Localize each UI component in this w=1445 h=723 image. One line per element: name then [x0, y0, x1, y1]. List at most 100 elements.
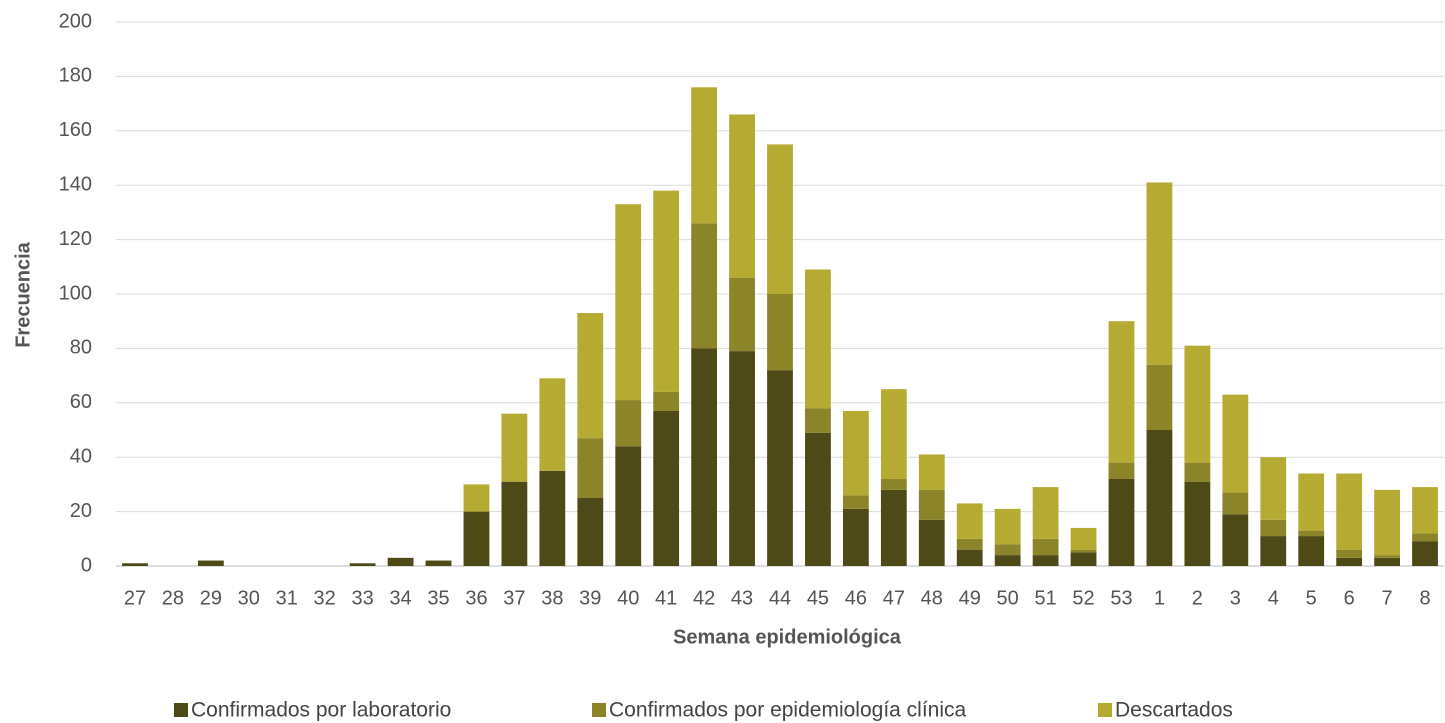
bar-segment — [577, 438, 604, 498]
bar-segment — [615, 204, 642, 401]
bar-segment — [805, 432, 831, 566]
x-tick-label: 35 — [427, 587, 449, 609]
bar-segment — [577, 498, 604, 566]
bar-segment — [463, 484, 490, 512]
bar-segment — [577, 313, 604, 439]
y-tick-label: 200 — [59, 10, 92, 32]
x-tick-label: 31 — [276, 587, 298, 609]
bar-segment — [918, 489, 945, 520]
x-tick-label: 52 — [1072, 587, 1094, 609]
y-tick-label: 20 — [70, 500, 92, 522]
bar-segment — [1412, 487, 1438, 534]
x-tick-label: 40 — [617, 587, 639, 609]
bar-segment — [767, 144, 793, 294]
bar-segment — [122, 563, 148, 566]
y-tick-label: 120 — [59, 228, 92, 250]
bar-segment — [1298, 536, 1325, 566]
bar-segment — [1374, 555, 1400, 558]
x-tick-label: 36 — [465, 587, 487, 609]
x-tick-label: 45 — [807, 587, 829, 609]
bar-segment — [387, 557, 414, 566]
x-tick-label: 42 — [693, 587, 715, 609]
bar-segment — [1336, 473, 1363, 550]
bar-segment — [1032, 538, 1059, 556]
bar-segment — [956, 549, 983, 566]
bar-segment — [994, 508, 1021, 545]
y-tick-label: 0 — [81, 554, 92, 576]
x-tick-label: 51 — [1034, 587, 1056, 609]
bar-segment — [1336, 557, 1363, 566]
x-tick-label: 30 — [238, 587, 260, 609]
bar-segment — [918, 454, 945, 490]
x-tick-label: 8 — [1419, 587, 1430, 609]
bar-segment — [691, 348, 718, 566]
bar-segment — [767, 370, 793, 566]
bar-segment — [994, 544, 1021, 556]
bar-segment — [539, 470, 566, 566]
legend-label: Descartados — [1115, 699, 1233, 722]
bar-segment — [1222, 492, 1249, 515]
x-tick-label: 39 — [579, 587, 601, 609]
x-tick-label: 38 — [541, 587, 563, 609]
y-tick-label: 140 — [59, 173, 92, 195]
bar-segment — [918, 519, 945, 566]
bar-segment — [767, 294, 793, 371]
y-tick-label: 40 — [70, 445, 92, 467]
bar-segment — [501, 413, 528, 482]
legend-swatch — [592, 703, 606, 717]
bar-segment — [1108, 478, 1135, 566]
bar-segment — [425, 560, 452, 566]
x-tick-label: 49 — [959, 587, 981, 609]
bar-segment — [1222, 514, 1249, 566]
bar-segment — [880, 478, 907, 490]
y-tick-label: 180 — [59, 65, 92, 87]
bar-segment — [1412, 533, 1438, 542]
bar-segment — [1184, 481, 1211, 566]
bar-segment — [729, 351, 755, 566]
bar-segment — [501, 481, 528, 566]
bar-segment — [842, 508, 869, 566]
bar-segment — [1032, 487, 1059, 539]
bar-segment — [653, 190, 680, 392]
bar-segment — [805, 408, 831, 433]
bar-segment — [956, 503, 983, 539]
x-tick-label: 53 — [1110, 587, 1132, 609]
bar-segment — [349, 563, 376, 566]
bar-segment — [1374, 557, 1400, 566]
bar-segment — [842, 495, 869, 509]
bar-segment — [1146, 182, 1173, 365]
y-tick-label: 160 — [59, 119, 92, 141]
y-tick-label: 100 — [59, 282, 92, 304]
bar-segment — [729, 114, 755, 278]
bar-segment — [615, 446, 642, 566]
x-tick-label: 47 — [883, 587, 905, 609]
x-tick-label: 43 — [731, 587, 753, 609]
bar-segment — [1260, 536, 1287, 566]
bar-segment — [1412, 541, 1438, 566]
x-tick-label: 6 — [1344, 587, 1355, 609]
bar-segment — [1070, 527, 1097, 550]
x-axis-title: Semana epidemiológica — [673, 626, 902, 648]
bar-segment — [1108, 321, 1135, 463]
bar-segment — [880, 389, 907, 479]
bar-segment — [1184, 345, 1211, 463]
bar-segment — [1146, 364, 1173, 430]
x-tick-label: 33 — [352, 587, 374, 609]
y-axis-title: Frecuencia — [12, 241, 34, 347]
bar-segment — [1108, 462, 1135, 479]
x-tick-label: 1 — [1154, 587, 1165, 609]
bar-segment — [691, 87, 718, 224]
bar-segment — [1298, 473, 1325, 531]
x-tick-label: 3 — [1230, 587, 1241, 609]
x-tick-label: 5 — [1306, 587, 1317, 609]
bar-segment — [994, 555, 1021, 566]
x-tick-label: 27 — [124, 587, 146, 609]
x-tick-label: 7 — [1382, 587, 1393, 609]
bar-segment — [691, 223, 718, 349]
bar-segment — [729, 277, 755, 352]
y-tick-label: 60 — [70, 391, 92, 413]
x-tick-label: 28 — [162, 587, 184, 609]
bar-segment — [880, 489, 907, 566]
bar-segment — [1260, 457, 1287, 520]
bar-segment — [1070, 552, 1097, 566]
